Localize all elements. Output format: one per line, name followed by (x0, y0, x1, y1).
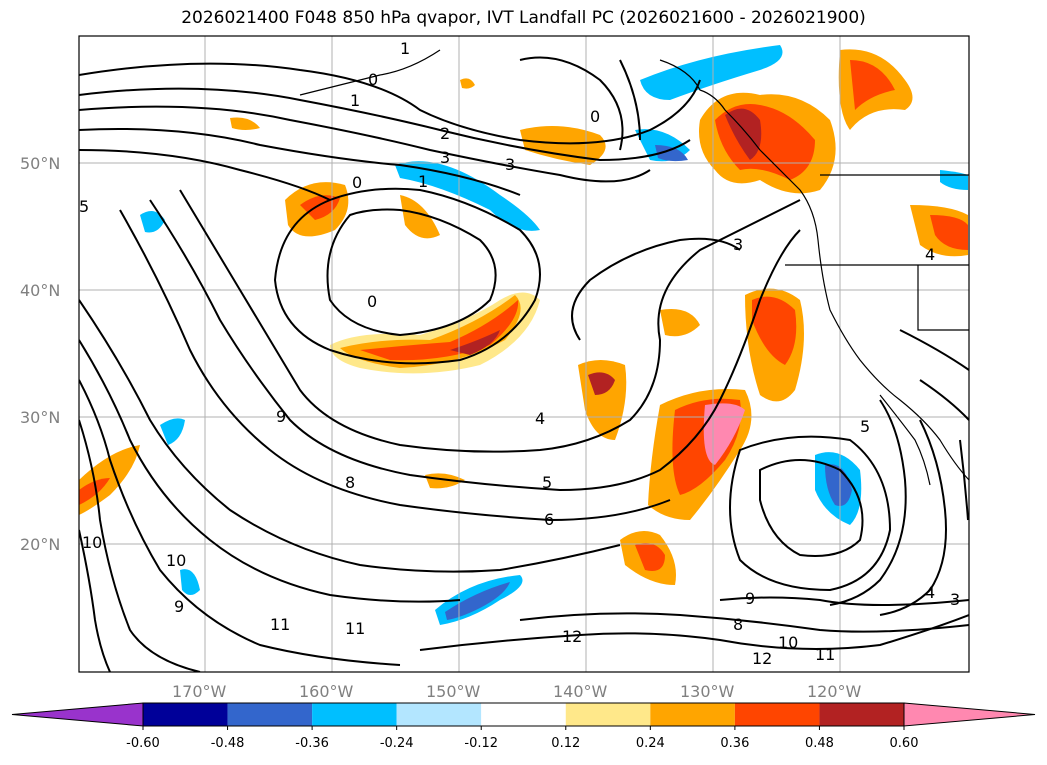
colorbar-tick-label: 0.12 (551, 736, 580, 751)
colorbar-tick-label: -0.12 (464, 736, 498, 751)
contour-label: 3 (733, 235, 743, 254)
contour-label: 0 (367, 292, 377, 311)
contour-label-group: 0 1 1 2 3 3 0 0 1 4 5 6 5 9 8 10 10 9 11… (79, 39, 960, 668)
lat-label-50n: 50°N (20, 154, 60, 173)
lat-label-30n: 30°N (20, 408, 60, 427)
contour-label: 12 (562, 627, 582, 646)
contour-label: 3 (440, 148, 450, 167)
contour-label: 9 (174, 597, 184, 616)
contour-label: 1 (418, 172, 428, 191)
contour-label: 8 (345, 473, 355, 492)
map-title: 2026021400 F048 850 hPa qvapor, IVT Land… (181, 8, 866, 28)
contour-label: 3 (505, 155, 515, 174)
contour-label: 4 (535, 409, 545, 428)
lon-label-170w: 170°W (172, 682, 227, 701)
colorbar-tick-label: -0.48 (211, 736, 245, 751)
colorbar-extend-low (11, 702, 144, 727)
lon-label-150w: 150°W (426, 682, 481, 701)
contour-label: 9 (276, 407, 286, 426)
colorbar-extend-high (903, 702, 1036, 727)
colorbar-segment (143, 703, 228, 726)
lat-label-20n: 20°N (20, 535, 60, 554)
colorbar-segment (565, 703, 651, 726)
colorbar-segment (396, 703, 482, 726)
colorbar-segment (819, 703, 904, 726)
colorbar-tick-label: 0.36 (720, 736, 749, 751)
grid-lines (79, 36, 969, 672)
contour-label: 4 (925, 245, 935, 264)
contour-label: 2 (440, 124, 450, 143)
lat-label-40n: 40°N (20, 281, 60, 300)
contour-label: 0 (352, 173, 362, 192)
lon-label-140w: 140°W (553, 682, 608, 701)
contour-label: 10 (166, 551, 186, 570)
plot-frame (78, 35, 970, 673)
colorbar-segment (734, 703, 820, 726)
colorbar-segment (650, 703, 735, 726)
colorbar-tick-label: 0.24 (636, 736, 665, 751)
lon-label-120w: 120°W (807, 682, 862, 701)
contour-label: 10 (778, 633, 798, 652)
contour-label: 4 (925, 583, 935, 602)
colorbar-tick-label: 0.60 (890, 736, 919, 751)
contour-label: 11 (815, 645, 835, 664)
lon-label-160w: 160°W (299, 682, 354, 701)
colorbar-segment (481, 703, 566, 726)
contour-label: 10 (82, 533, 102, 552)
colorbar-tick-label: -0.60 (126, 736, 160, 751)
lon-axis-labels: 170°W 160°W 150°W 140°W 130°W 120°W (172, 682, 862, 701)
colorbar-tick-label: -0.24 (380, 736, 414, 751)
contour-label: 0 (368, 70, 378, 89)
contour-label: 9 (745, 589, 755, 608)
colorbar-tick-label: 0.48 (805, 736, 834, 751)
contour-label: 5 (79, 197, 89, 216)
colorbar-frame (142, 702, 905, 727)
contour-label: 11 (270, 615, 290, 634)
contour-label: 0 (590, 107, 600, 126)
colorbar-segment (312, 703, 397, 726)
contour-label: 5 (542, 473, 552, 492)
contour-lines (79, 56, 969, 672)
contour-label: 5 (860, 417, 870, 436)
colorbar: -0.60 -0.48 -0.36 -0.24 -0.12 0.12 0.24 0.36 0.4… (11, 702, 1036, 751)
lat-axis-labels: 50°N 40°N 30°N 20°N (20, 154, 60, 554)
coastlines (299, 49, 969, 486)
colorbar-segment (227, 703, 313, 726)
contour-label: 1 (400, 39, 410, 58)
contour-label: 6 (544, 510, 554, 529)
contour-label: 8 (733, 615, 743, 634)
lon-label-130w: 130°W (680, 682, 735, 701)
colorbar-tick-label: -0.36 (295, 736, 329, 751)
contour-label: 3 (950, 590, 960, 609)
contour-label: 12 (752, 649, 772, 668)
contour-label: 1 (350, 91, 360, 110)
contour-label: 11 (345, 619, 365, 638)
